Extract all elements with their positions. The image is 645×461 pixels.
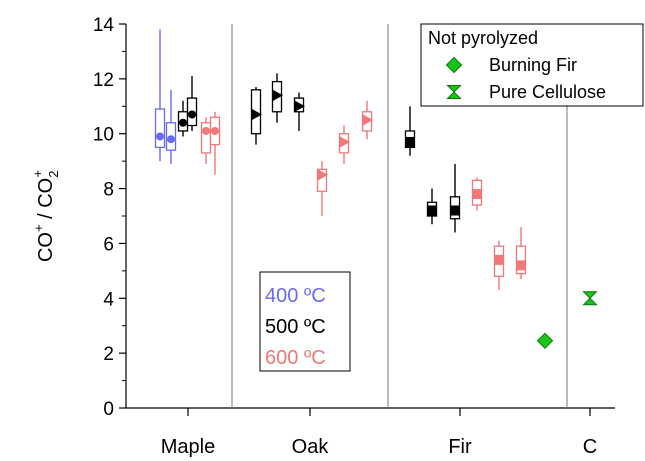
y-tick-label: 8	[103, 180, 114, 201]
x-axis: Maple Oak Fir C	[161, 408, 597, 458]
box-oak-600	[338, 125, 350, 164]
x-tick-label-fir: Fir	[448, 436, 472, 458]
y-tick-label: 12	[93, 70, 114, 91]
median-marker	[472, 189, 482, 200]
legend-hourglass-icon	[446, 85, 462, 99]
median-marker	[252, 109, 262, 121]
series	[154, 29, 527, 291]
box-fir-500	[426, 188, 438, 225]
legend-hourglass-marker	[446, 85, 462, 99]
x-tick-label-oak: Oak	[292, 436, 330, 458]
y-axis-label: CO+ / CO2+	[30, 170, 61, 262]
median-marker	[405, 136, 415, 147]
legend-500c: 500 ºC	[265, 316, 326, 338]
x-tick-label-c: C	[583, 436, 597, 458]
box-iqr	[515, 245, 527, 275]
median-marker	[427, 205, 437, 216]
y-tick-label: 2	[103, 344, 114, 365]
box-maple-500	[177, 100, 189, 137]
box-iqr	[154, 108, 166, 149]
y-tick-label: 4	[103, 289, 114, 310]
median-marker	[167, 135, 175, 144]
box-fir-600	[471, 177, 483, 211]
median-marker	[188, 110, 196, 119]
reference-points	[536, 291, 598, 350]
box-maple-400	[154, 29, 166, 162]
median-marker	[450, 205, 460, 216]
y-tick-label: 0	[103, 399, 114, 420]
box-maple-600	[209, 111, 221, 175]
legend-diamond-icon	[445, 56, 463, 74]
box-oak-600	[361, 100, 373, 140]
box-maple-400	[165, 89, 177, 164]
box-fir-600	[493, 240, 505, 291]
y-tick-label: 14	[93, 15, 115, 36]
legend-pure-cellulose: Pure Cellulose	[489, 82, 606, 102]
median-marker	[202, 126, 210, 135]
box-fir-500	[449, 163, 461, 233]
temperature-legend-frame	[259, 271, 351, 372]
box-fir-600	[515, 226, 527, 280]
y-tick-label: 10	[93, 125, 114, 146]
legend-400c: 400 ºC	[265, 285, 326, 307]
reference-legend: Not pyrolyzed Burning Fir Pure Cellulose	[420, 23, 644, 107]
reference-legend-title: Not pyrolyzed	[428, 28, 538, 48]
median-marker	[340, 136, 350, 148]
box-fir-500	[404, 106, 416, 156]
median-marker	[156, 132, 164, 141]
reference-point-burning-fir	[536, 332, 554, 350]
reference-point-pure-cellulose	[582, 291, 598, 306]
y-axis: 0 2 4 6 8 10 12 14	[93, 15, 126, 420]
median-marker	[318, 169, 328, 181]
median-marker	[179, 118, 187, 127]
box-iqr	[316, 168, 328, 192]
median-marker	[295, 100, 305, 112]
x-tick-label-maple: Maple	[161, 436, 215, 458]
median-marker	[363, 114, 373, 126]
y-tick-label: 6	[103, 234, 114, 255]
box-oak-500	[293, 92, 305, 131]
box-maple-600	[200, 117, 212, 164]
box-oak-500	[271, 73, 283, 123]
box-oak-500	[250, 87, 262, 145]
legend-600c: 600 ºC	[265, 347, 326, 369]
box-oak-600	[316, 161, 328, 216]
legend-diamond-marker	[445, 56, 463, 74]
median-marker	[273, 89, 283, 101]
temperature-legend: 400 ºC 500 ºC 600 ºC	[259, 271, 351, 372]
median-marker	[516, 260, 526, 271]
median-marker	[211, 126, 219, 135]
box-maple-500	[186, 76, 198, 131]
median-marker	[494, 254, 504, 265]
legend-burning-fir: Burning Fir	[489, 55, 577, 75]
